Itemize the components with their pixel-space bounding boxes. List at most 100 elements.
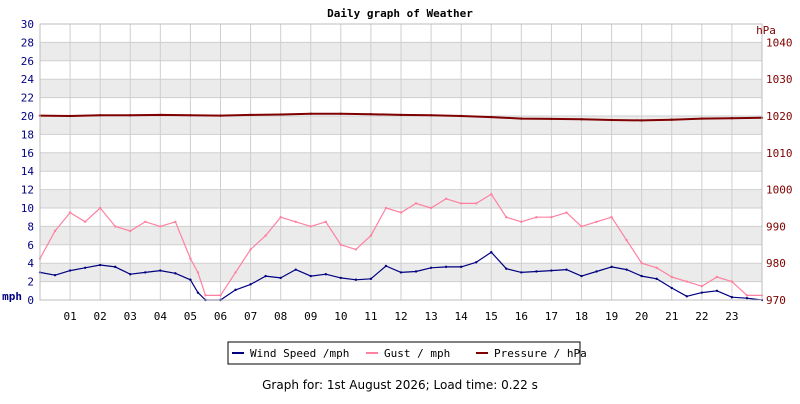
chart-title: Daily graph of Weather xyxy=(327,7,473,20)
x-tick-label: 16 xyxy=(515,310,528,323)
x-tick-label: 18 xyxy=(575,310,588,323)
gust-point xyxy=(459,202,463,205)
pressure-point xyxy=(309,112,312,115)
wind-speed-point xyxy=(429,266,433,269)
gust-point xyxy=(414,202,418,205)
pressure-point xyxy=(189,114,192,117)
axes: 0246810121416182022242628309709809901000… xyxy=(21,18,793,323)
gust-point xyxy=(520,220,523,223)
wind-speed-point xyxy=(490,250,493,254)
gust-point xyxy=(429,206,433,210)
gust-point xyxy=(53,229,57,233)
wind-speed-point xyxy=(144,271,147,274)
wind-speed-point xyxy=(68,269,72,272)
wind-speed-point xyxy=(339,276,343,280)
gust-point xyxy=(219,294,222,297)
gust-point xyxy=(640,262,643,265)
gust-point xyxy=(384,206,388,210)
gust-point xyxy=(294,220,297,223)
gust-line xyxy=(39,193,762,296)
wind-speed-point xyxy=(249,283,252,286)
wind-speed-point xyxy=(595,270,598,273)
wind-speed-point xyxy=(83,266,87,269)
wind-speed-point xyxy=(399,271,403,274)
pressure-point xyxy=(369,112,373,116)
x-tick-label: 21 xyxy=(665,310,678,323)
x-tick-label: 03 xyxy=(124,310,137,323)
wind-speed-point xyxy=(174,272,177,275)
gust-point xyxy=(204,294,207,297)
pressure-point xyxy=(98,114,102,117)
left-tick-label: 30 xyxy=(21,18,34,31)
wind-speed-point xyxy=(159,269,162,272)
x-tick-label: 08 xyxy=(274,310,287,323)
gust-point xyxy=(490,193,493,196)
gust-point xyxy=(189,257,192,260)
x-tick-label: 01 xyxy=(63,310,76,323)
series-layer xyxy=(38,112,764,302)
wind-speed-point xyxy=(98,263,102,267)
wind-speed-point xyxy=(520,271,523,274)
pressure-point xyxy=(610,118,613,122)
left-tick-label: 8 xyxy=(27,220,34,233)
legend-label: Gust / mph xyxy=(384,347,450,360)
wind-speed-point xyxy=(189,278,192,281)
left-tick-label: 24 xyxy=(21,73,35,86)
pressure-point xyxy=(129,114,132,117)
pressure-point xyxy=(399,113,403,117)
left-tick-label: 14 xyxy=(21,165,35,178)
x-tick-label: 14 xyxy=(455,310,469,323)
gust-point xyxy=(670,275,673,279)
x-tick-label: 09 xyxy=(304,310,317,323)
gust-point xyxy=(83,220,87,223)
x-tick-label: 10 xyxy=(334,310,347,323)
wind-speed-point xyxy=(700,291,704,294)
wind-speed-point xyxy=(475,261,478,264)
left-tick-label: 16 xyxy=(21,147,34,160)
pressure-point xyxy=(520,117,523,120)
gust-point xyxy=(625,239,628,242)
wind-speed-point xyxy=(264,274,267,278)
pressure-point xyxy=(339,112,343,115)
wind-speed-point xyxy=(459,265,463,269)
right-tick-label: 1010 xyxy=(766,147,793,160)
x-tick-label: 20 xyxy=(635,310,648,323)
pressure-point xyxy=(700,117,704,120)
wind-speed-point xyxy=(655,277,658,281)
wind-speed-point xyxy=(324,273,327,276)
wind-speed-point xyxy=(196,291,200,294)
pressure-point xyxy=(730,117,734,120)
gust-point xyxy=(444,197,448,200)
wind-speed-point xyxy=(294,268,297,271)
gust-point xyxy=(339,243,343,246)
wind-speed-point xyxy=(129,273,132,276)
legend-box xyxy=(227,341,581,365)
pressure-point xyxy=(249,113,252,117)
gust-point xyxy=(700,285,704,288)
pressure-point xyxy=(159,113,162,117)
left-tick-label: 10 xyxy=(21,202,34,215)
pressure-point xyxy=(219,114,222,117)
wind-speed-point xyxy=(550,269,553,272)
gust-point xyxy=(655,266,658,269)
right-tick-label: 980 xyxy=(766,257,786,270)
left-tick-label: 18 xyxy=(21,128,34,141)
pressure-point xyxy=(490,115,493,119)
wind-speed-point xyxy=(309,274,312,278)
wind-speed-point xyxy=(610,265,613,269)
x-tick-label: 06 xyxy=(214,310,227,323)
wind-speed-point xyxy=(625,268,628,271)
pressure-point xyxy=(429,114,433,117)
legend-label: Wind Speed /mph xyxy=(250,347,349,360)
gust-point xyxy=(309,225,312,228)
wind-speed-point xyxy=(565,268,568,271)
left-tick-label: 26 xyxy=(21,55,34,68)
wind-speed-line xyxy=(39,251,763,301)
wind-speed-point xyxy=(670,286,673,290)
gust-point xyxy=(159,225,162,228)
left-tick-label: 20 xyxy=(21,110,34,123)
x-tick-label: 12 xyxy=(394,310,407,323)
left-tick-label: 22 xyxy=(21,92,34,105)
